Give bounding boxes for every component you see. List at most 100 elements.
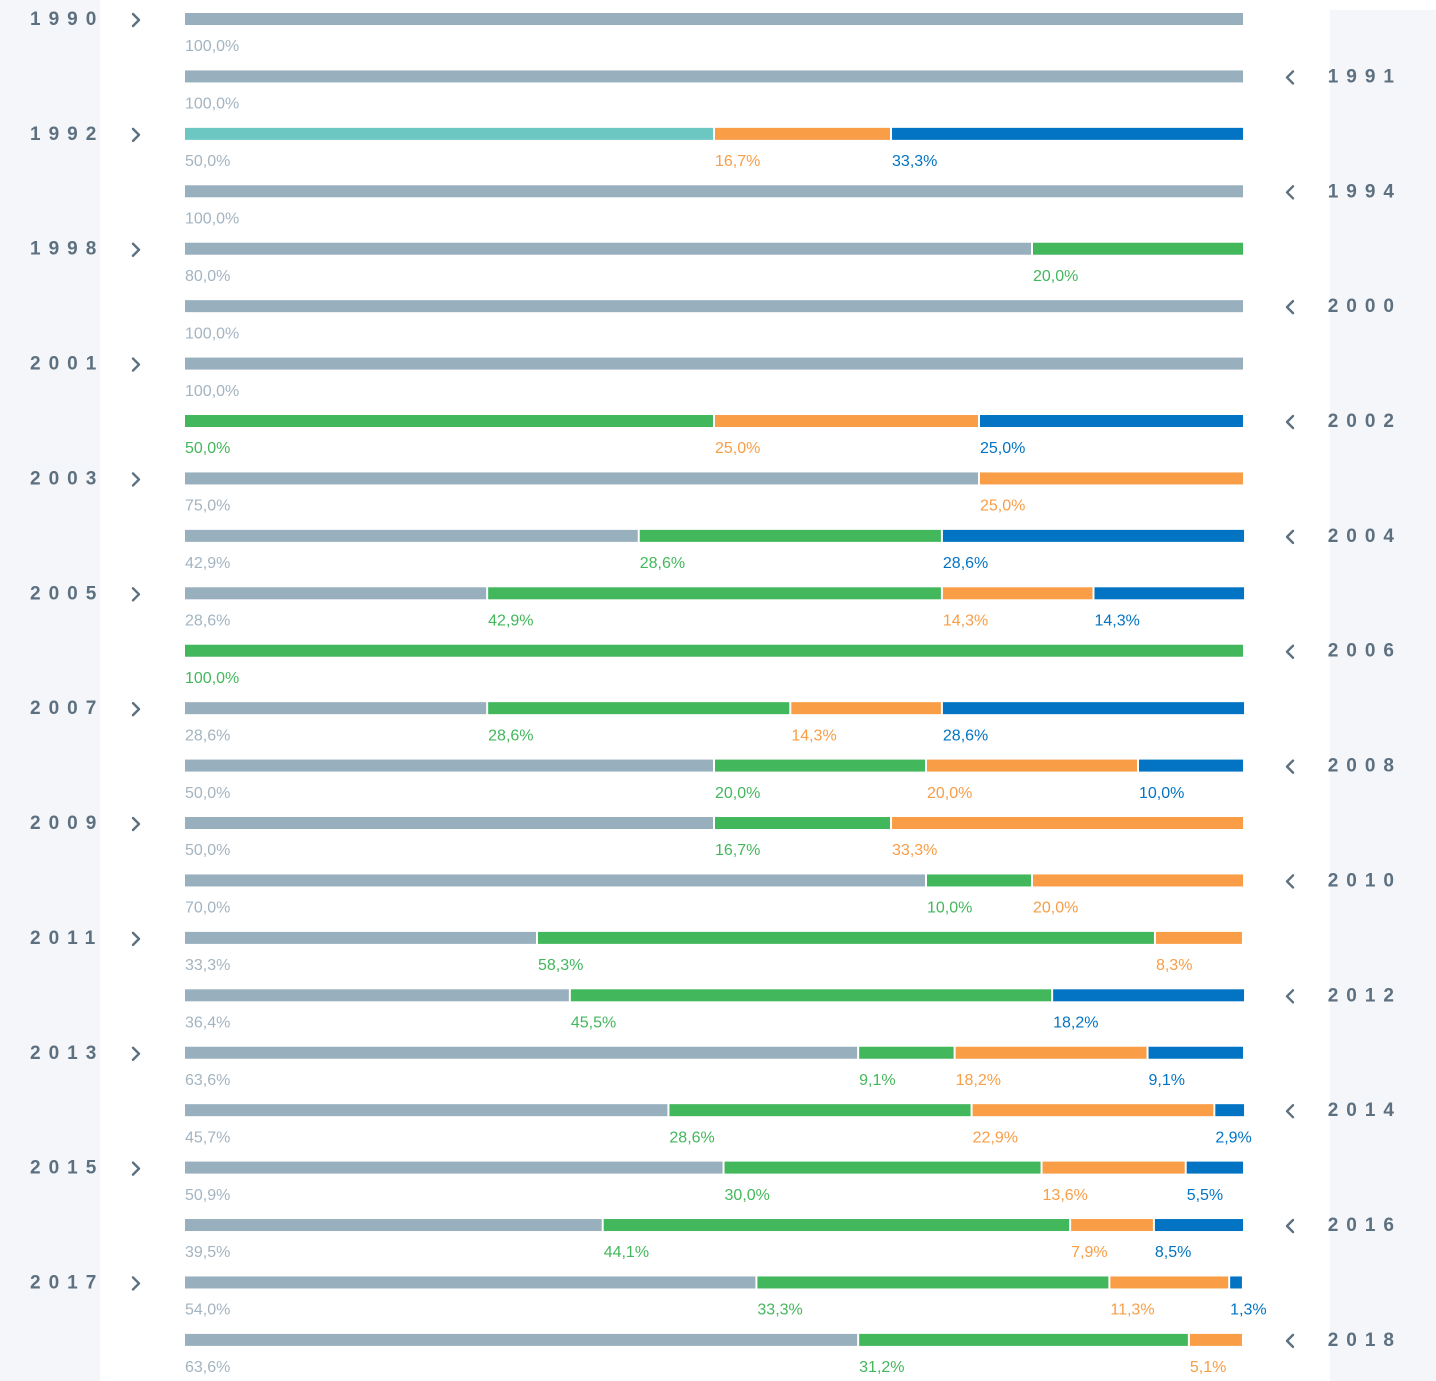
value-label: 18,2% <box>956 1072 1001 1089</box>
value-label: 42,9% <box>185 555 230 572</box>
value-label: 28,6% <box>488 727 533 744</box>
value-label: 50,0% <box>185 440 230 457</box>
value-label: 8,3% <box>1156 957 1192 974</box>
bar-segment <box>757 1276 1109 1289</box>
value-label: 14,3% <box>1094 613 1139 630</box>
year-label: 2013 <box>30 1043 104 1064</box>
chevron <box>1285 414 1295 430</box>
year-label: 2009 <box>30 813 104 834</box>
bar-segment <box>942 702 1245 715</box>
bar-segment <box>185 13 1243 25</box>
value-label: 18,2% <box>1053 1015 1098 1032</box>
year-label: 2016 <box>1328 1215 1402 1236</box>
value-label: 7,9% <box>1071 1244 1107 1261</box>
chevron <box>131 1276 141 1291</box>
value-label: 75,0% <box>185 498 230 515</box>
bar-segment <box>1139 759 1243 772</box>
chevron <box>131 1046 141 1061</box>
bar-segment <box>185 817 713 830</box>
bar-segment <box>185 644 1243 657</box>
year-label: 2008 <box>1328 756 1402 777</box>
year-label: 2012 <box>1328 985 1402 1006</box>
bar-segment <box>185 1219 602 1232</box>
bar-segment <box>185 472 978 485</box>
value-label: 25,0% <box>715 440 760 457</box>
value-label: 100,0% <box>185 325 239 342</box>
value-label: 14,3% <box>943 613 988 630</box>
value-label: 100,0% <box>185 670 239 687</box>
value-label: 100,0% <box>185 96 239 113</box>
bar-segment <box>1071 1219 1153 1232</box>
value-label: 25,0% <box>980 440 1025 457</box>
value-label: 70,0% <box>185 900 230 917</box>
value-label: 100,0% <box>185 211 239 228</box>
value-label: 33,3% <box>757 1302 802 1319</box>
bar-segment <box>1033 874 1243 887</box>
value-label: 9,1% <box>859 1072 895 1089</box>
bar-segment <box>715 759 925 772</box>
bar-segment <box>980 472 1243 485</box>
value-label: 13,6% <box>1043 1187 1088 1204</box>
year-label: 2010 <box>1328 870 1402 891</box>
value-label: 14,3% <box>791 727 836 744</box>
value-label: 28,6% <box>669 1129 714 1146</box>
bar-segment <box>488 587 941 600</box>
year-label: 2014 <box>1328 1100 1402 1121</box>
bar-segment <box>1094 587 1245 600</box>
bar-segment <box>185 1161 723 1174</box>
chevron <box>1285 1333 1295 1349</box>
value-label: 20,0% <box>715 785 760 802</box>
value-label: 58,3% <box>538 957 583 974</box>
bar-segment <box>955 1046 1147 1059</box>
bar-segment <box>1110 1276 1229 1289</box>
year-label: 2001 <box>30 354 104 375</box>
bar-segment <box>185 1333 858 1346</box>
bar-segment <box>537 931 1154 944</box>
year-label: 2011 <box>30 928 103 949</box>
value-label: 33,3% <box>892 153 937 170</box>
bar-segment <box>1230 1276 1242 1289</box>
bar-segment <box>980 415 1243 428</box>
chevron <box>1285 759 1295 774</box>
value-label: 100,0% <box>185 38 239 55</box>
bar-segment <box>639 529 941 542</box>
chevron <box>131 472 141 487</box>
value-label: 28,6% <box>943 555 988 572</box>
chevron <box>131 127 141 143</box>
bar-segment <box>927 759 1137 772</box>
value-label: 28,6% <box>640 555 685 572</box>
year-label: 2015 <box>30 1158 104 1179</box>
value-label: 28,6% <box>943 727 988 744</box>
value-label: 50,0% <box>185 842 230 859</box>
year-label: 1990 <box>30 9 104 30</box>
bar-segment <box>859 1333 1188 1346</box>
value-label: 45,5% <box>571 1015 616 1032</box>
year-label: 2000 <box>1328 296 1402 317</box>
value-label: 5,1% <box>1190 1359 1226 1376</box>
value-label: 33,3% <box>185 957 230 974</box>
bar-segment <box>185 587 487 600</box>
bar-segment <box>185 300 1243 313</box>
panel-top <box>1330 0 1436 10</box>
value-label: 2,9% <box>1215 1129 1251 1146</box>
value-label: 100,0% <box>185 383 239 400</box>
chevron <box>131 242 141 257</box>
value-label: 10,0% <box>1139 785 1184 802</box>
chevron <box>1285 299 1295 315</box>
year-label: 2002 <box>1328 411 1402 432</box>
bar-segment <box>185 759 713 772</box>
chevron <box>131 816 141 832</box>
value-label: 36,4% <box>185 1015 230 1032</box>
bar-segment <box>942 529 1245 542</box>
chevron <box>1285 644 1295 659</box>
bar-segment <box>488 702 790 715</box>
value-label: 50,0% <box>185 153 230 170</box>
bar-segment <box>1155 931 1242 944</box>
value-label: 42,9% <box>488 613 533 630</box>
bar-segment <box>1053 989 1245 1002</box>
value-label: 10,0% <box>927 900 972 917</box>
bar-segment <box>570 989 1052 1002</box>
bar-segment <box>185 185 1243 198</box>
